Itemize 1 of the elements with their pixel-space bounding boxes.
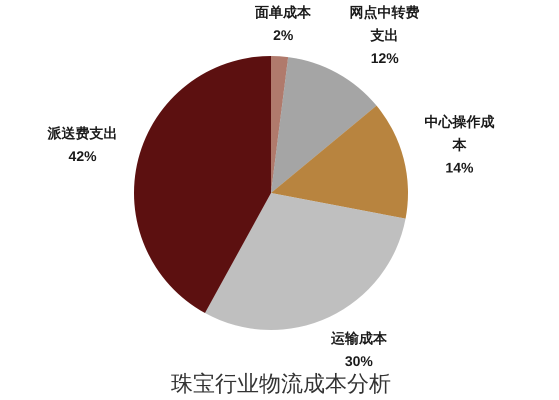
title: 珠宝行业物流成本分析 [171,371,391,396]
